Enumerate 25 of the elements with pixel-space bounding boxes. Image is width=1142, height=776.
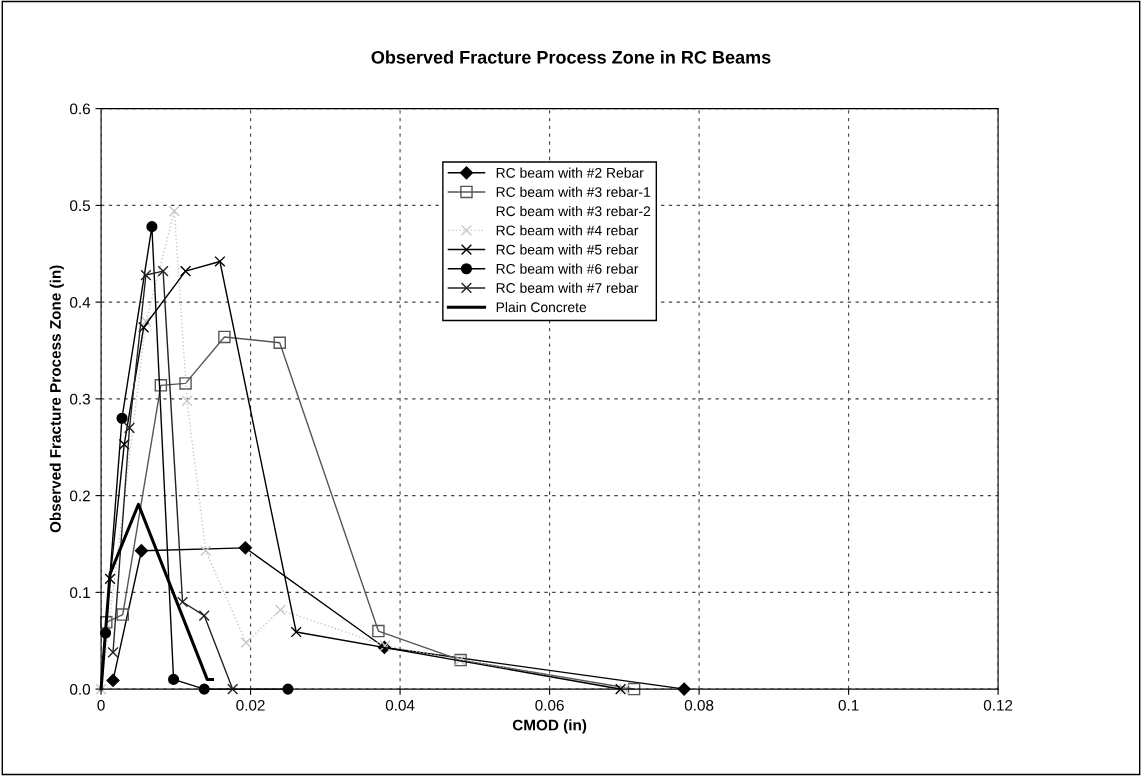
x-tick-label: 0.06 (535, 699, 564, 711)
chart-title: Observed Fracture Process Zone in RC Beams (371, 50, 771, 64)
legend-label: RC beam with #6 rebar (496, 263, 639, 274)
y-axis-title: Observed Fracture Process Zone (in) (49, 265, 64, 533)
x-tick-label: 0.08 (684, 699, 714, 711)
legend-label: RC beam with #2 Rebar (496, 167, 644, 178)
y-tick-label: 0.1 (70, 587, 90, 599)
legend-label: RC beam with #3 rebar-1 (496, 186, 651, 197)
legend-label: RC beam with #5 rebar (496, 244, 639, 255)
x-tick-label: 0.02 (236, 699, 265, 711)
legend-label: Plain Concrete (496, 301, 587, 313)
text: RC beam with #3 rebar-2 (496, 205, 651, 217)
y-tick-label: 0.4 (70, 296, 91, 308)
y-tick-label: 0.0 (70, 683, 91, 695)
x-tick-label: 0.1 (838, 699, 859, 711)
y-tick-label: 0.2 (70, 490, 90, 502)
x-axis-title: CMOD (in) (512, 719, 587, 734)
y-tick-label: 0.6 (70, 103, 90, 115)
legend-label: RC beam with #7 rebar (496, 282, 639, 293)
y-tick-label: 0.5 (70, 200, 91, 212)
x-tick-label: 0.12 (983, 699, 1013, 711)
x-tick-label: 0.04 (385, 699, 415, 711)
y-tick-label: 0.3 (70, 393, 90, 405)
legend-label: RC beam with #4 rebar (496, 225, 639, 236)
x-tick-label: 0 (97, 699, 105, 711)
